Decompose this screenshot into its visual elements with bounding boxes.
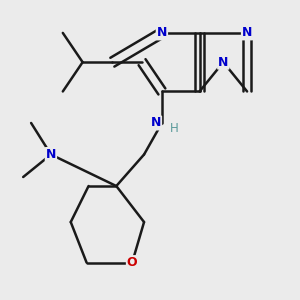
Text: N: N (151, 116, 161, 130)
Text: N: N (46, 148, 56, 161)
Text: N: N (157, 26, 167, 39)
Text: N: N (242, 26, 252, 39)
Text: N: N (218, 56, 229, 69)
Text: H: H (169, 122, 178, 135)
Text: O: O (127, 256, 137, 269)
